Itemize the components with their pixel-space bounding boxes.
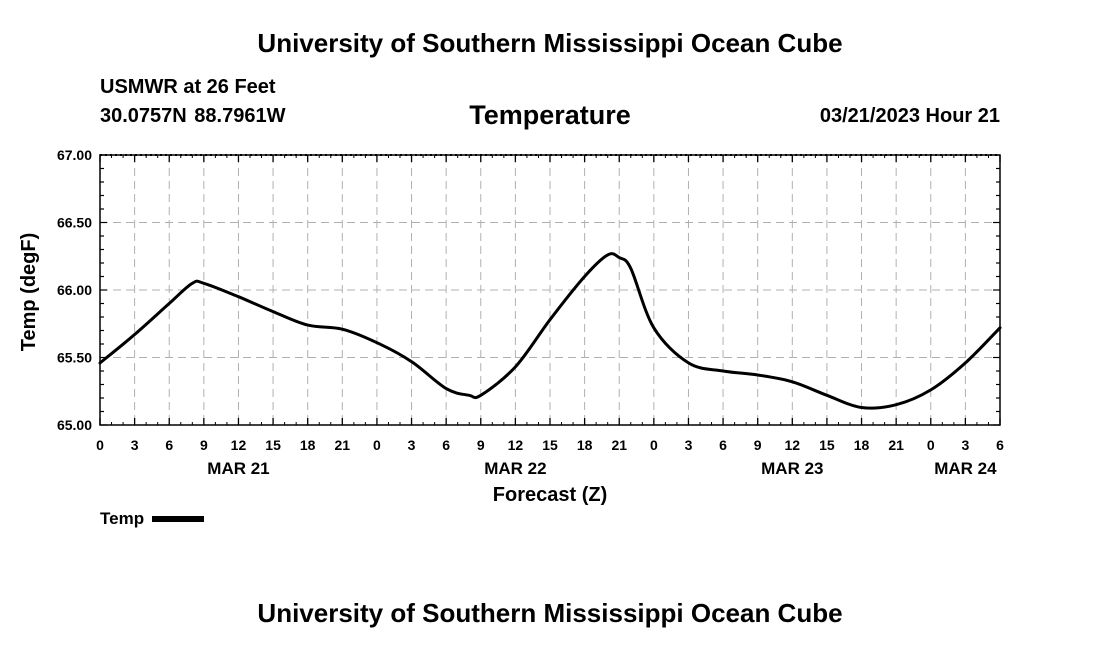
x-tick-label: 21 (888, 437, 904, 453)
x-tick-label: 3 (961, 437, 969, 453)
x-tick-label: 18 (300, 437, 316, 453)
x-tick-labels: 0 3 6 9 12 15 18 21 0 3 6 9 12 15 18 21 0 3 6 9 12 15 18 21 0 3 6 (96, 437, 1004, 453)
x-tick-label: 18 (854, 437, 870, 453)
x-tick-label: 0 (373, 437, 381, 453)
x-axis-label: Forecast (Z) (493, 484, 607, 506)
x-tick-label: 0 (927, 437, 935, 453)
datetime-label: 03/21/2023 Hour 21 (819, 105, 1000, 127)
x-tick-label: 15 (542, 437, 558, 453)
x-tick-label: 6 (165, 437, 173, 453)
x-tick-label: 3 (131, 437, 139, 453)
temperature-chart: 65.00 65.50 66.00 66.50 67.00 0 3 6 9 12 15 18 21 0 3… (18, 147, 1004, 506)
x-tick-label: 0 (96, 437, 104, 453)
day-label: MAR 24 (934, 459, 997, 478)
x-tick-label: 3 (408, 437, 416, 453)
x-tick-label: 18 (577, 437, 593, 453)
day-labels: MAR 21 MAR 22 MAR 23 MAR 24 (207, 459, 997, 478)
day-label: MAR 23 (761, 459, 823, 478)
chart-footer-title: University of Southern Mississippi Ocean… (257, 598, 843, 628)
y-tick-label: 66.50 (57, 215, 92, 231)
x-tick-label: 12 (508, 437, 524, 453)
chart-title: Temperature (469, 100, 631, 130)
station-label: USMWR at 26 Feet (100, 76, 276, 98)
y-tick-labels: 65.00 65.50 66.00 66.50 67.00 (57, 147, 92, 433)
y-tick-label: 65.50 (57, 350, 92, 366)
day-label: MAR 22 (484, 459, 546, 478)
y-axis-label: Temp (degF) (18, 233, 40, 352)
x-tick-label: 12 (231, 437, 247, 453)
chart-header-title: University of Southern Mississippi Ocean… (257, 28, 843, 58)
legend-swatch-temp (152, 516, 205, 522)
coordinates-label: 30.0757N 88.7961W (100, 105, 286, 127)
y-tick-label: 65.00 (57, 417, 92, 433)
legend: Temp (100, 509, 205, 529)
series-line-temp (98, 252, 1002, 410)
x-tick-label: 6 (719, 437, 727, 453)
x-tick-label: 9 (200, 437, 208, 453)
x-tick-label: 6 (442, 437, 450, 453)
x-tick-label: 6 (996, 437, 1004, 453)
day-label: MAR 21 (207, 459, 269, 478)
y-tick-label: 67.00 (57, 147, 92, 163)
x-tick-label: 9 (754, 437, 762, 453)
gridlines (100, 155, 1000, 425)
axis-ticks (99, 154, 1001, 426)
x-tick-label: 3 (685, 437, 693, 453)
x-tick-label: 0 (650, 437, 658, 453)
x-tick-label: 15 (819, 437, 835, 453)
y-tick-label: 66.00 (57, 282, 92, 298)
x-tick-label: 21 (335, 437, 351, 453)
x-tick-label: 12 (785, 437, 801, 453)
legend-label-temp: Temp (100, 509, 145, 528)
x-tick-label: 21 (611, 437, 627, 453)
x-tick-label: 9 (477, 437, 485, 453)
x-tick-label: 15 (265, 437, 281, 453)
